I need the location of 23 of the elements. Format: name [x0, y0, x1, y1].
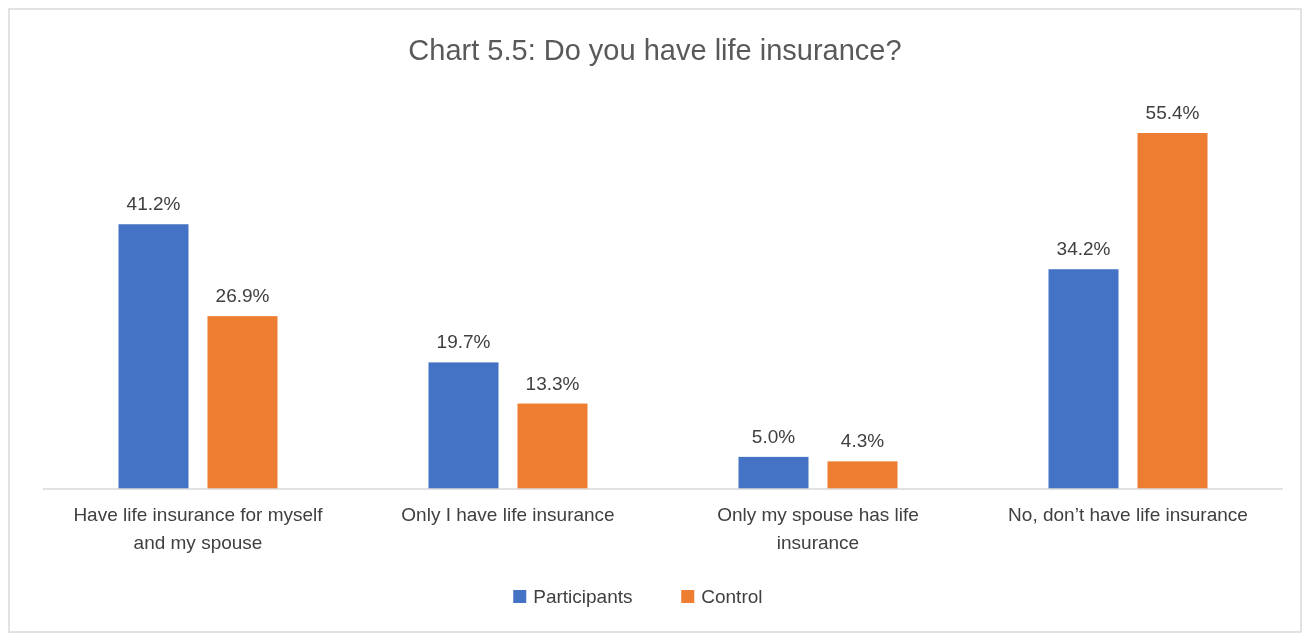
bar	[428, 362, 499, 489]
chart-title: Chart 5.5: Do you have life insurance?	[408, 34, 902, 66]
data-label: 34.2%	[1056, 238, 1111, 260]
data-label: 41.2%	[126, 193, 181, 215]
data-label: 19.7%	[436, 331, 491, 353]
x-tick-label: No, don’t have life insurance	[1008, 504, 1248, 525]
bar	[1137, 133, 1208, 489]
x-tick-label: Have life insurance for myself and my spouse	[73, 504, 324, 553]
data-label: 13.3%	[525, 372, 580, 394]
bar	[1048, 269, 1119, 489]
data-label: 5.0%	[751, 425, 796, 447]
legend-label: Control	[701, 586, 763, 607]
bar	[517, 403, 588, 489]
bar	[827, 461, 898, 489]
bar	[207, 316, 278, 489]
x-tick-label: Only I have life insurance	[401, 504, 615, 525]
legend-label: Participants	[533, 586, 633, 607]
data-label: 26.9%	[215, 285, 270, 307]
bar	[738, 456, 809, 489]
bar	[118, 224, 189, 489]
data-label: 55.4%	[1145, 102, 1200, 123]
data-label: 4.3%	[840, 430, 885, 452]
x-tick-label: Only my spouse has life insurance	[717, 504, 919, 553]
